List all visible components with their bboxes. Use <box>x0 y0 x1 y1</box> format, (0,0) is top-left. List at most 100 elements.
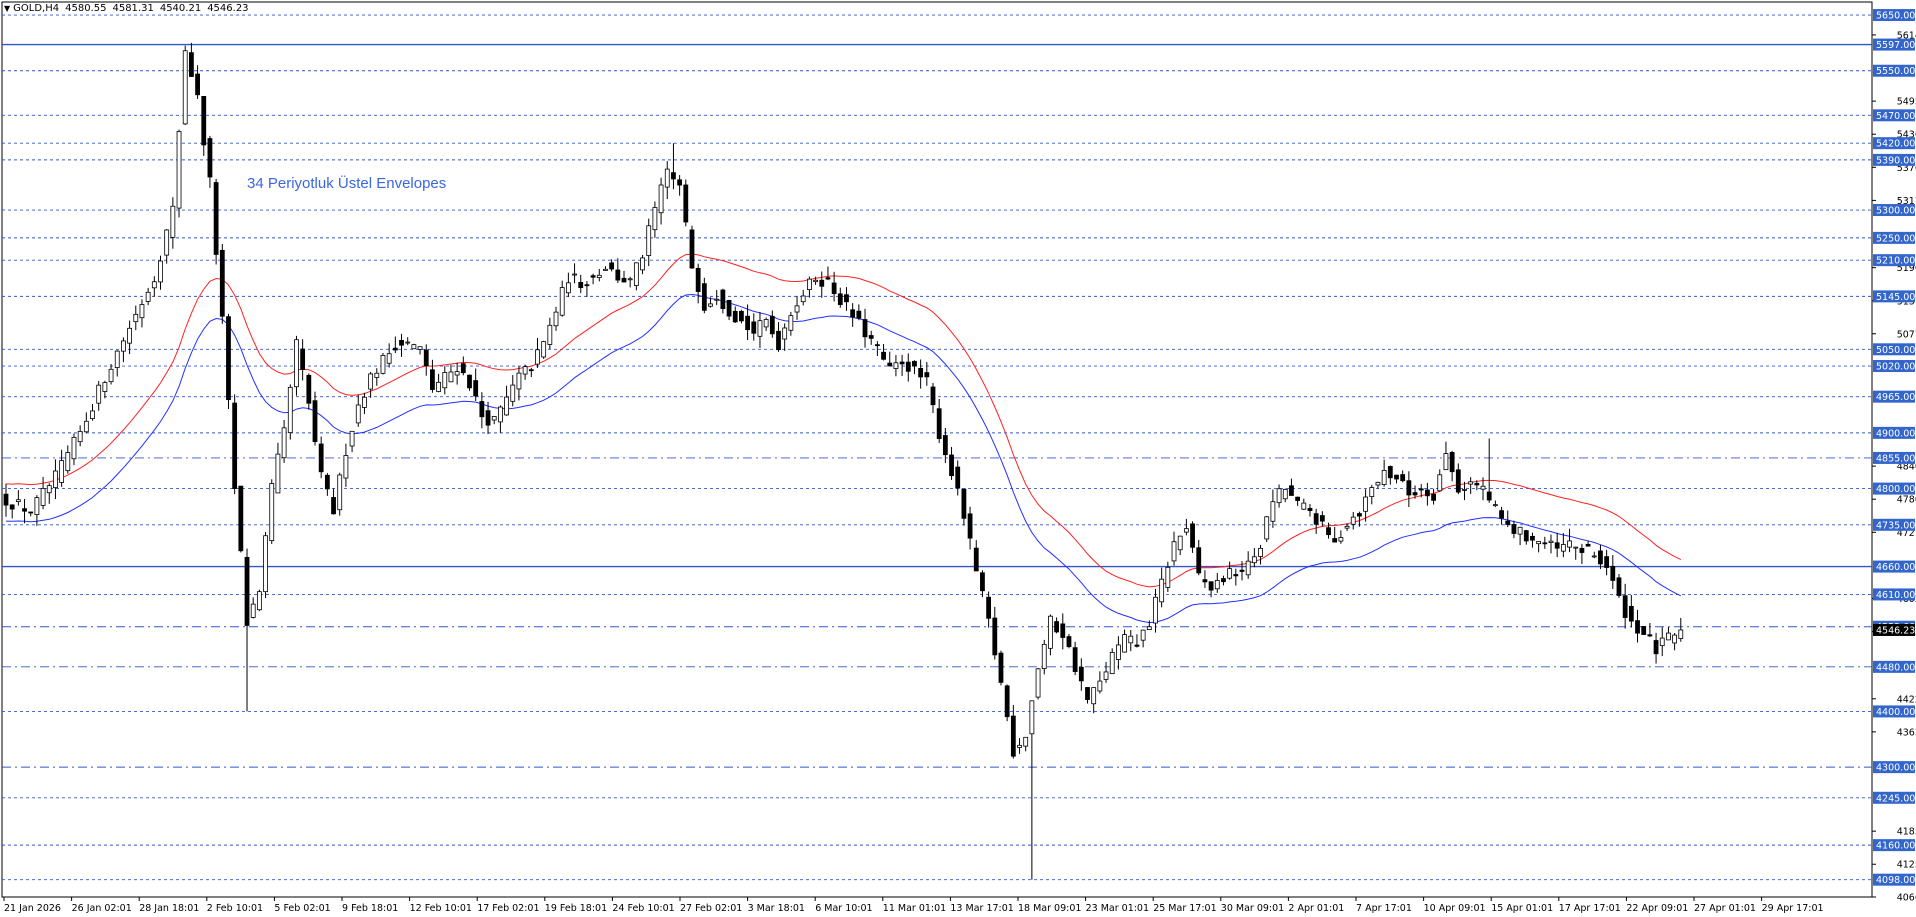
level-label: 4098.00 <box>1876 875 1915 886</box>
candle <box>226 313 231 410</box>
level-label-box <box>1873 254 1915 267</box>
candle <box>1499 506 1504 525</box>
candle <box>1610 555 1616 589</box>
last-price-label: 4546.23 <box>1876 625 1915 636</box>
candle <box>621 270 627 283</box>
candle <box>800 289 806 306</box>
candle-body-bull <box>658 184 664 214</box>
candle-body-bear <box>1486 491 1492 501</box>
candle <box>683 179 689 227</box>
candle <box>1567 528 1572 553</box>
candle-body-bear <box>207 138 213 178</box>
candle <box>1017 738 1022 754</box>
candle-body-bull <box>368 373 374 390</box>
candle-body-bear <box>1319 515 1325 522</box>
candle <box>355 394 361 427</box>
candle <box>485 401 491 435</box>
level-label-box <box>1873 839 1915 852</box>
candle <box>1208 581 1214 598</box>
level-label: 5420.00 <box>1876 139 1915 150</box>
candle-body-bear <box>1499 510 1504 519</box>
candle <box>541 340 547 359</box>
candle <box>1548 534 1554 554</box>
candle <box>837 287 843 308</box>
candle-body-bear <box>745 315 750 331</box>
candle <box>77 425 83 447</box>
candle <box>980 570 985 598</box>
candle-body-bull <box>133 313 139 323</box>
candle <box>788 311 794 336</box>
candle <box>1542 536 1548 549</box>
candle-body-bear <box>1530 535 1535 541</box>
candle <box>776 322 781 352</box>
candle <box>1598 544 1603 570</box>
candle-body-bull <box>96 384 102 404</box>
plot-area[interactable] <box>1 1 1873 898</box>
candle <box>269 479 275 545</box>
candle-body-bull <box>139 304 145 319</box>
candle-body-bear <box>28 511 34 514</box>
candle-body-bull <box>763 319 769 328</box>
candle <box>1085 687 1090 704</box>
candle-body-bull <box>708 303 713 307</box>
candle <box>726 299 732 321</box>
candle <box>318 436 324 479</box>
candle-body-bear <box>1598 550 1603 565</box>
symbol-name: GOLD,H4 <box>13 3 60 14</box>
candle <box>936 398 942 443</box>
candle-body-bull <box>256 591 262 611</box>
candle-body-bull <box>1227 568 1233 579</box>
level-label: 5550.00 <box>1876 66 1915 77</box>
dropdown-triangle-icon[interactable]: ▼ <box>4 4 11 13</box>
candle <box>930 382 936 413</box>
candle-body-bull <box>46 485 52 494</box>
candle <box>28 511 34 517</box>
level-label: 4245.00 <box>1876 793 1915 804</box>
time-tick-label: 7 Apr 17:01 <box>1356 903 1412 914</box>
candle <box>912 360 917 375</box>
candle <box>145 287 151 306</box>
candle-body-bull <box>1659 637 1665 647</box>
level-label: 4300.00 <box>1876 763 1915 774</box>
candle-body-bull <box>757 320 763 337</box>
candle-body-bull <box>1214 580 1220 590</box>
candle <box>720 288 726 314</box>
candle-body-bull <box>355 404 361 424</box>
price-tick-label: 5436.10 <box>1897 130 1916 141</box>
candle <box>182 45 188 126</box>
candle-body-bull <box>794 305 800 313</box>
candle-body-bear <box>1628 605 1634 622</box>
candle-body-bear <box>1431 493 1436 501</box>
candle-body-bull <box>1276 488 1282 504</box>
candle <box>615 258 621 283</box>
candle-body-bull <box>1097 680 1103 692</box>
candle-body-bear <box>1078 666 1084 682</box>
candle-body-bull <box>1517 526 1523 535</box>
candle <box>275 442 281 494</box>
candle <box>34 495 40 526</box>
level-label: 5050.00 <box>1876 345 1915 356</box>
candle <box>176 129 182 218</box>
candle <box>1616 574 1622 598</box>
candle-body-bull <box>893 362 899 369</box>
candle-body-bull <box>1116 644 1121 660</box>
time-tick-label: 26 Jan 02:01 <box>72 903 132 914</box>
candle <box>417 346 423 355</box>
candle-body-bear <box>1610 566 1616 581</box>
candle-body-bull <box>281 427 287 459</box>
candle <box>9 504 15 519</box>
level-label: 5650.00 <box>1876 11 1915 22</box>
candle <box>794 295 800 320</box>
candle <box>572 263 577 284</box>
candle-body-bear <box>1449 451 1455 473</box>
candle <box>528 367 534 378</box>
candle <box>263 531 268 599</box>
candle <box>504 385 509 416</box>
candle <box>850 303 856 327</box>
level-label-box <box>1873 290 1915 303</box>
candle-body-bull <box>250 603 256 618</box>
candle <box>1357 511 1362 527</box>
candle-body-bear <box>844 294 849 303</box>
